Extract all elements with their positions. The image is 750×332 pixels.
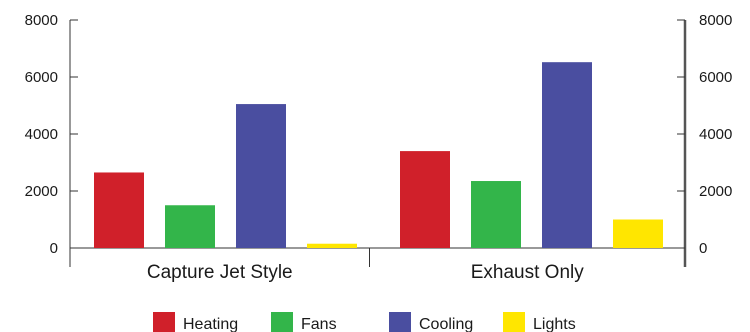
legend-label: Fans <box>301 316 337 332</box>
y-tick-label-right: 4000 <box>699 126 732 143</box>
legend: Heating Fans Cooling Lights <box>153 312 576 332</box>
bar-lights-1 <box>307 243 357 248</box>
axes <box>69 20 687 267</box>
y-tick-label-left: 2000 <box>25 183 58 200</box>
legend-swatch-heating <box>153 312 175 332</box>
legend-swatch-cooling <box>389 312 411 332</box>
bar-heating-1 <box>94 172 144 248</box>
legend-label: Cooling <box>419 316 473 332</box>
y-tick-label-left: 6000 <box>25 69 58 86</box>
y-tick-label-left: 0 <box>50 240 58 257</box>
legend-label: Heating <box>183 316 238 332</box>
y-tick-label-right: 6000 <box>699 69 732 86</box>
bar-fans-1 <box>165 205 215 248</box>
y-tick-label-right: 8000 <box>699 12 732 29</box>
y-tick-label-left: 4000 <box>25 126 58 143</box>
y-tick-label-right: 0 <box>699 240 707 257</box>
category-label: Exhaust Only <box>471 262 584 283</box>
y-tick-label-left: 8000 <box>25 12 58 29</box>
y-tick-label-right: 2000 <box>699 183 732 200</box>
bar-group <box>94 62 663 249</box>
tick-group: 0 0 2000 2000 4000 4000 6000 6000 8000 8000 <box>25 12 733 257</box>
bar-heating-2 <box>400 151 450 248</box>
legend-swatch-fans <box>271 312 293 332</box>
bar-lights-2 <box>613 219 663 248</box>
legend-swatch-lights <box>503 312 525 332</box>
bar-cooling-1 <box>236 104 286 248</box>
category-label: Capture Jet Style <box>147 262 293 283</box>
bar-cooling-2 <box>542 62 592 249</box>
bar-fans-2 <box>471 181 521 248</box>
legend-label: Lights <box>533 316 576 332</box>
category-label-group: Capture Jet Style Exhaust Only <box>147 262 584 283</box>
